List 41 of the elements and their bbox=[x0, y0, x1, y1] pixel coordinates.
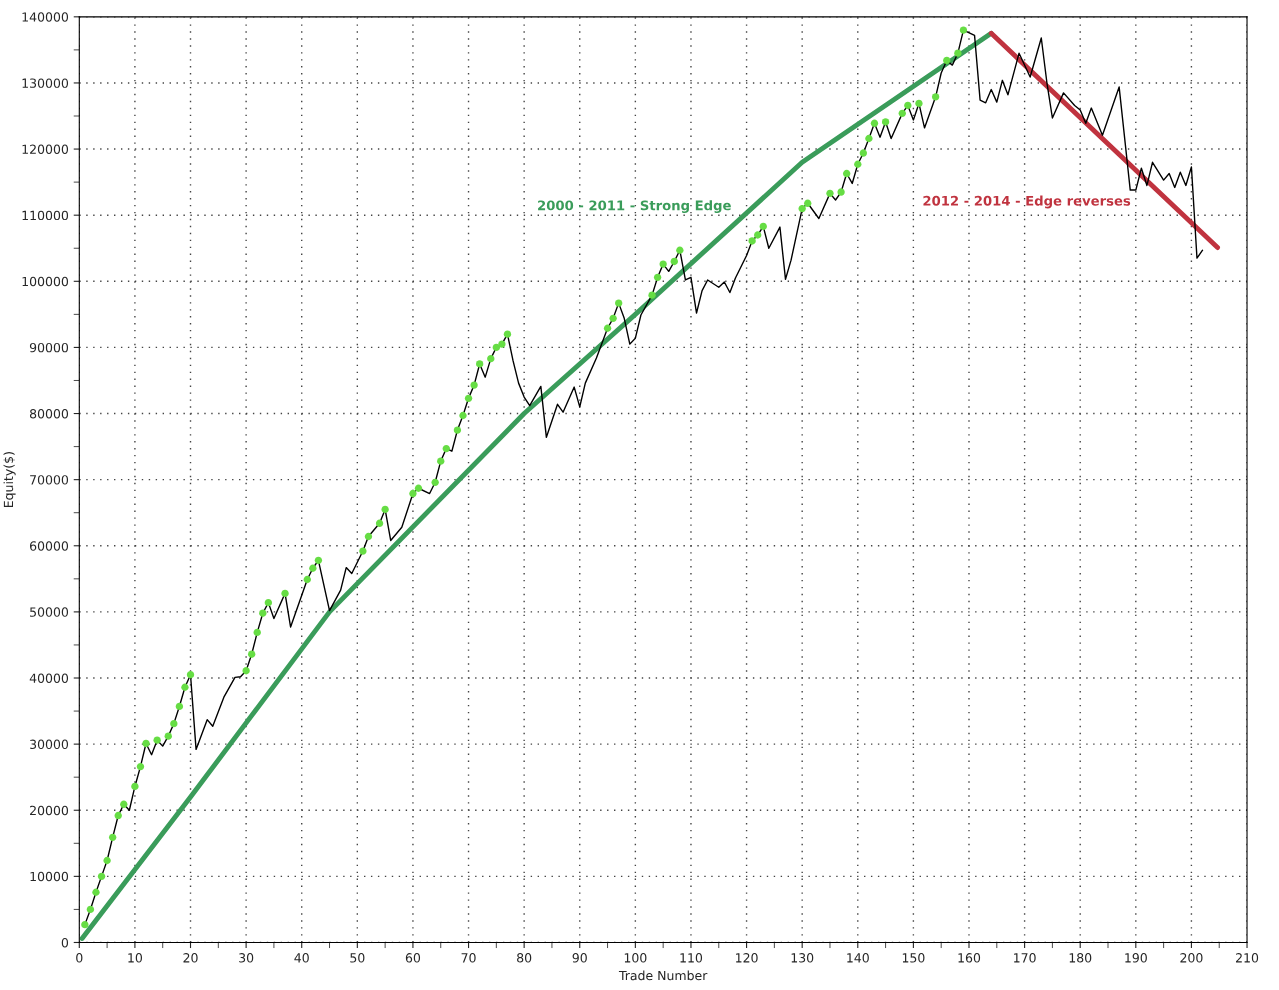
y-tick-label: 0 bbox=[61, 937, 69, 948]
y-tick-label: 40000 bbox=[29, 673, 69, 683]
x-tick-label: 180 bbox=[1069, 953, 1092, 963]
y-tick-label: 140000 bbox=[22, 12, 69, 22]
y-tick-label: 90000 bbox=[29, 342, 69, 353]
y-tick-label: 50000 bbox=[30, 607, 69, 617]
x-tick-label: 10 bbox=[128, 953, 143, 963]
x-tick-label: 60 bbox=[405, 953, 421, 963]
y-tick-label: 110000 bbox=[22, 210, 69, 221]
x-tick-label: 160 bbox=[958, 953, 981, 963]
x-tick-label: 140 bbox=[847, 953, 869, 963]
y-tick-label: 70000 bbox=[30, 475, 69, 485]
annotation: 2000 - 2011 - Strong Edge bbox=[538, 200, 731, 214]
x-axis-title: Trade Number bbox=[618, 970, 708, 981]
x-tick-label: 100 bbox=[624, 953, 647, 963]
y-tick-label: 130000 bbox=[22, 78, 69, 88]
x-tick-label: 200 bbox=[1180, 953, 1203, 963]
x-tick-label: 120 bbox=[736, 953, 758, 963]
y-tick-label: 20000 bbox=[30, 805, 69, 816]
x-tick-label: 40 bbox=[294, 953, 309, 963]
x-tick-label: 30 bbox=[239, 953, 254, 963]
x-tick-label: 50 bbox=[350, 953, 365, 963]
x-tick-label: 170 bbox=[1014, 953, 1036, 963]
x-tick-label: 80 bbox=[517, 953, 532, 963]
x-tick-label: 0 bbox=[76, 953, 83, 963]
x-tick-label: 90 bbox=[572, 953, 587, 963]
x-tick-label: 20 bbox=[183, 953, 198, 963]
y-tick-label: 10000 bbox=[30, 871, 69, 882]
x-tick-label: 150 bbox=[902, 953, 925, 963]
y-tick-label: 100000 bbox=[22, 276, 69, 287]
y-tick-label: 80000 bbox=[29, 409, 69, 419]
x-tick-label: 130 bbox=[791, 953, 814, 963]
y-axis-title: Equity($) bbox=[3, 452, 16, 508]
annotation: 2012 - 2014 - Edge reverses bbox=[923, 195, 1131, 209]
x-tick-label: 110 bbox=[680, 953, 703, 963]
y-tick-label: 60000 bbox=[29, 541, 69, 551]
y-tick-label: 120000 bbox=[22, 144, 69, 154]
x-tick-label: 190 bbox=[1125, 953, 1147, 963]
x-tick-label: 210 bbox=[1236, 953, 1259, 963]
y-tick-label: 30000 bbox=[30, 739, 69, 750]
x-tick-label: 70 bbox=[461, 953, 476, 963]
